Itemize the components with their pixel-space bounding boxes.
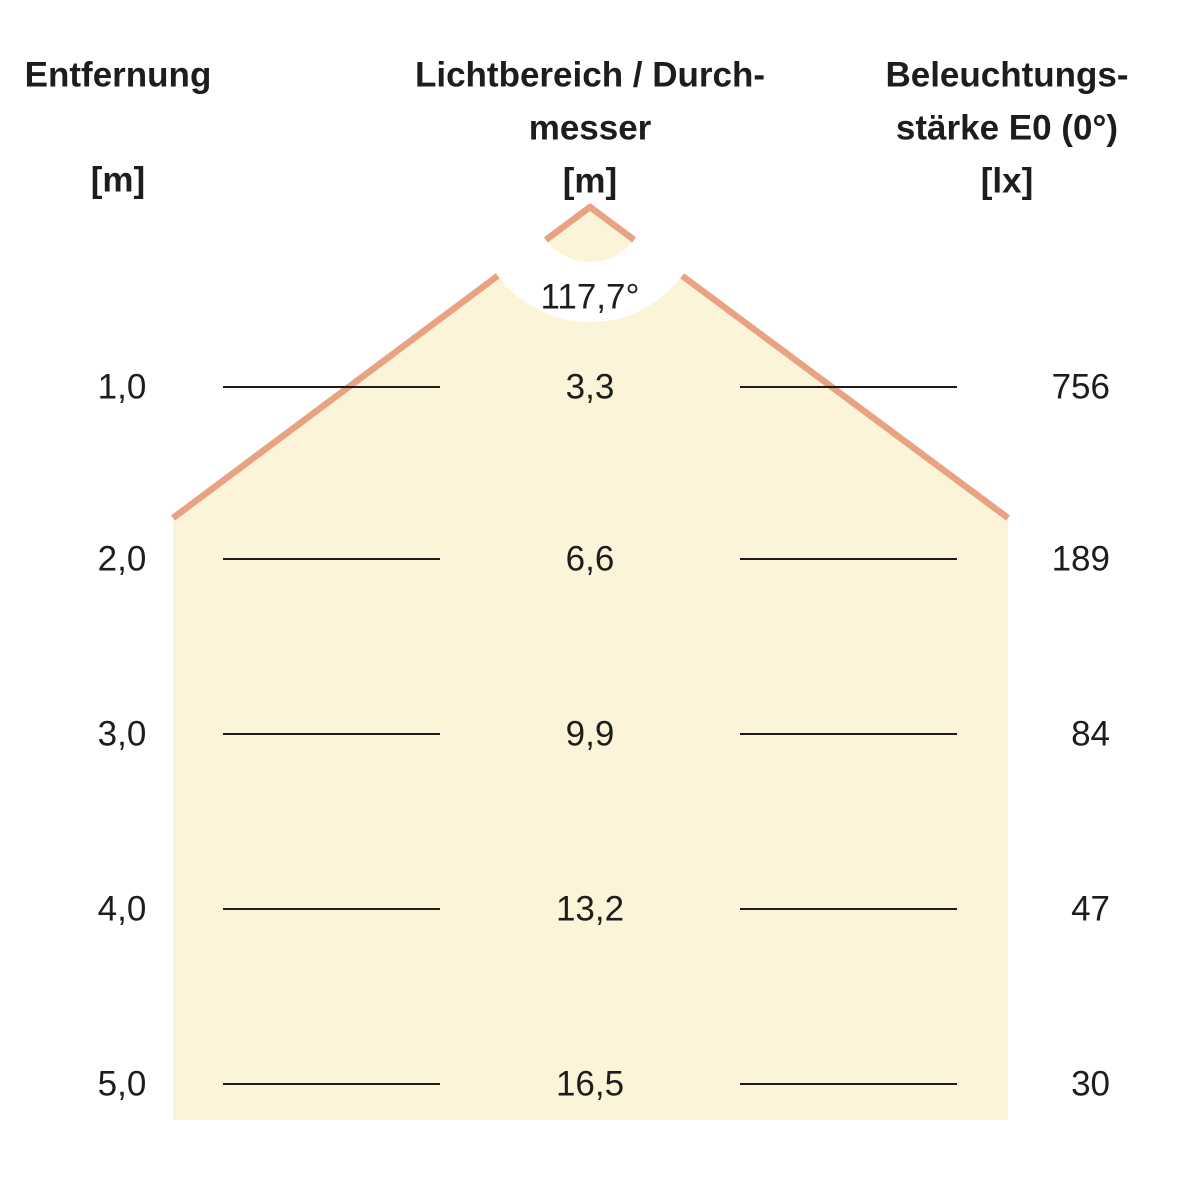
beam-edge-right [680, 273, 1010, 521]
diameter-value: 13,2 [555, 889, 625, 929]
header-diameter-line2: messer [528, 108, 652, 148]
distance-value: 3,0 [97, 714, 147, 754]
distance-value: 4,0 [97, 889, 147, 929]
header-illuminance-line1: Beleuchtungs- [885, 55, 1129, 95]
distance-value: 2,0 [97, 539, 147, 579]
illuminance-value: 756 [1051, 367, 1110, 407]
diameter-value: 6,6 [565, 539, 615, 579]
illuminance-value: 30 [1071, 1064, 1110, 1104]
distance-value: 5,0 [97, 1064, 147, 1104]
light-cone-apex-wedge [545, 207, 635, 263]
header-illuminance-unit: [lx] [980, 161, 1034, 201]
header-diameter-unit: [m] [562, 161, 618, 201]
beam-edge-apex [543, 203, 637, 243]
header-distance: Entfernung [24, 55, 212, 95]
beam-angle-label: 117,7° [540, 277, 640, 317]
illuminance-value: 47 [1071, 889, 1110, 929]
illuminance-value: 189 [1051, 539, 1110, 579]
header-illuminance-line2: stärke E0 (0°) [895, 108, 1119, 148]
diameter-value: 3,3 [565, 367, 615, 407]
beam-edge-left [171, 273, 500, 521]
header-distance-unit: [m] [90, 160, 146, 200]
distance-value: 1,0 [97, 367, 147, 407]
diameter-value: 16,5 [555, 1064, 625, 1104]
illuminance-value: 84 [1071, 714, 1110, 754]
diameter-value: 9,9 [565, 714, 615, 754]
header-diameter-line1: Lichtbereich / Durch- [414, 55, 766, 95]
